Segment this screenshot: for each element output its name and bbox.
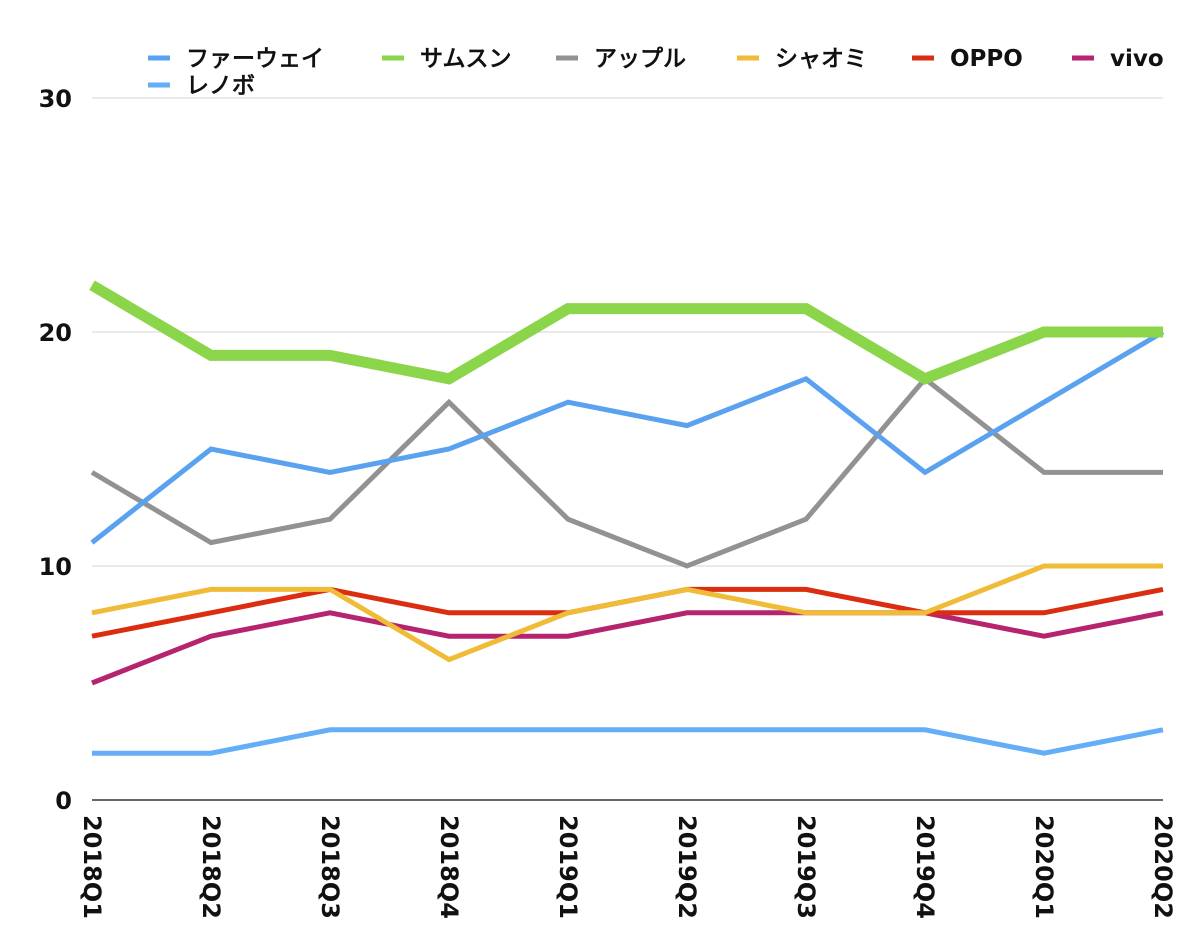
legend-item: サムスン: [382, 46, 512, 72]
series-line-6: [92, 730, 1163, 753]
x-tick-label: 2020Q1: [1030, 815, 1058, 919]
legend-label: vivo: [1110, 46, 1164, 72]
legend: ファーウェイ サムスン アップル シャオミ OPPO vivo レノボ: [148, 46, 1164, 99]
series-line-2: [92, 379, 1163, 566]
grid-layer: [92, 98, 1163, 566]
y-tick-label: 20: [39, 319, 72, 347]
x-tick-label: 2018Q2: [197, 815, 225, 919]
legend-label: OPPO: [950, 46, 1023, 72]
legend-item: ファーウェイ: [148, 46, 324, 72]
y-tick-label: 30: [39, 85, 72, 113]
y-tick-label: 10: [39, 553, 72, 581]
series-line-5: [92, 613, 1163, 683]
x-tick-label: 2019Q2: [673, 815, 701, 919]
legend-label: サムスン: [420, 46, 512, 72]
legend-item: レノボ: [148, 73, 255, 99]
x-tick-label: 2019Q1: [554, 815, 582, 919]
axis-layer: 0 10 20 30 2018Q1 2018Q2 2018Q3 2018Q4 2019Q1 201…: [39, 85, 1177, 919]
x-tick-label: 2018Q4: [435, 815, 463, 919]
legend-label: シャオミ: [775, 46, 867, 72]
x-tick-label: 2020Q2: [1149, 815, 1177, 919]
legend-item: シャオミ: [737, 46, 867, 72]
x-tick-label: 2018Q1: [78, 815, 106, 919]
series-layer: [92, 285, 1163, 753]
x-tick-label: 2019Q4: [911, 815, 939, 919]
legend-label: アップル: [594, 46, 686, 72]
y-tick-label: 0: [55, 787, 72, 815]
legend-label: ファーウェイ: [186, 46, 324, 72]
legend-item: OPPO: [912, 46, 1023, 72]
x-tick-label: 2019Q3: [792, 815, 820, 919]
legend-item: アップル: [556, 46, 686, 72]
legend-label: レノボ: [186, 73, 255, 99]
legend-item: vivo: [1072, 46, 1164, 72]
x-tick-label: 2018Q3: [316, 815, 344, 919]
